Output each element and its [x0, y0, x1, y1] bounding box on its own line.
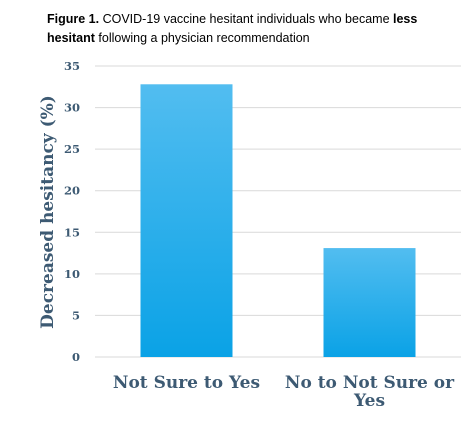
caption-bold: less hesitant: [47, 12, 418, 45]
y-tick-label: 35: [64, 59, 80, 73]
y-tick-label: 5: [72, 308, 80, 322]
y-tick-label: 25: [64, 142, 80, 156]
bars: [140, 84, 416, 357]
y-tick-label: 15: [64, 225, 80, 239]
y-tick-label: 0: [72, 350, 80, 364]
y-axis-label: Decreased hesitancy (%): [38, 95, 58, 329]
y-tick-labels: 0 5 10 15 20 25 30 35: [64, 59, 80, 364]
x-category-label: Not Sure to Yes: [113, 373, 260, 393]
caption-text-b: following a physician recommendation: [94, 31, 310, 45]
bar: [140, 84, 233, 357]
category-labels: Not Sure to Yes No to Not Sure or Yes: [113, 373, 455, 411]
figure-caption: Figure 1. COVID-19 vaccine hesitant indi…: [47, 10, 447, 48]
bar: [323, 248, 416, 357]
figure-number: Figure 1.: [47, 12, 100, 26]
y-tick-label: 20: [64, 184, 80, 198]
caption-text-a: COVID-19 vaccine hesitant individuals wh…: [99, 12, 393, 26]
x-category-label: No to Not Sure or Yes: [285, 373, 455, 411]
y-tick-label: 10: [64, 267, 80, 281]
y-tick-label: 30: [64, 101, 80, 115]
